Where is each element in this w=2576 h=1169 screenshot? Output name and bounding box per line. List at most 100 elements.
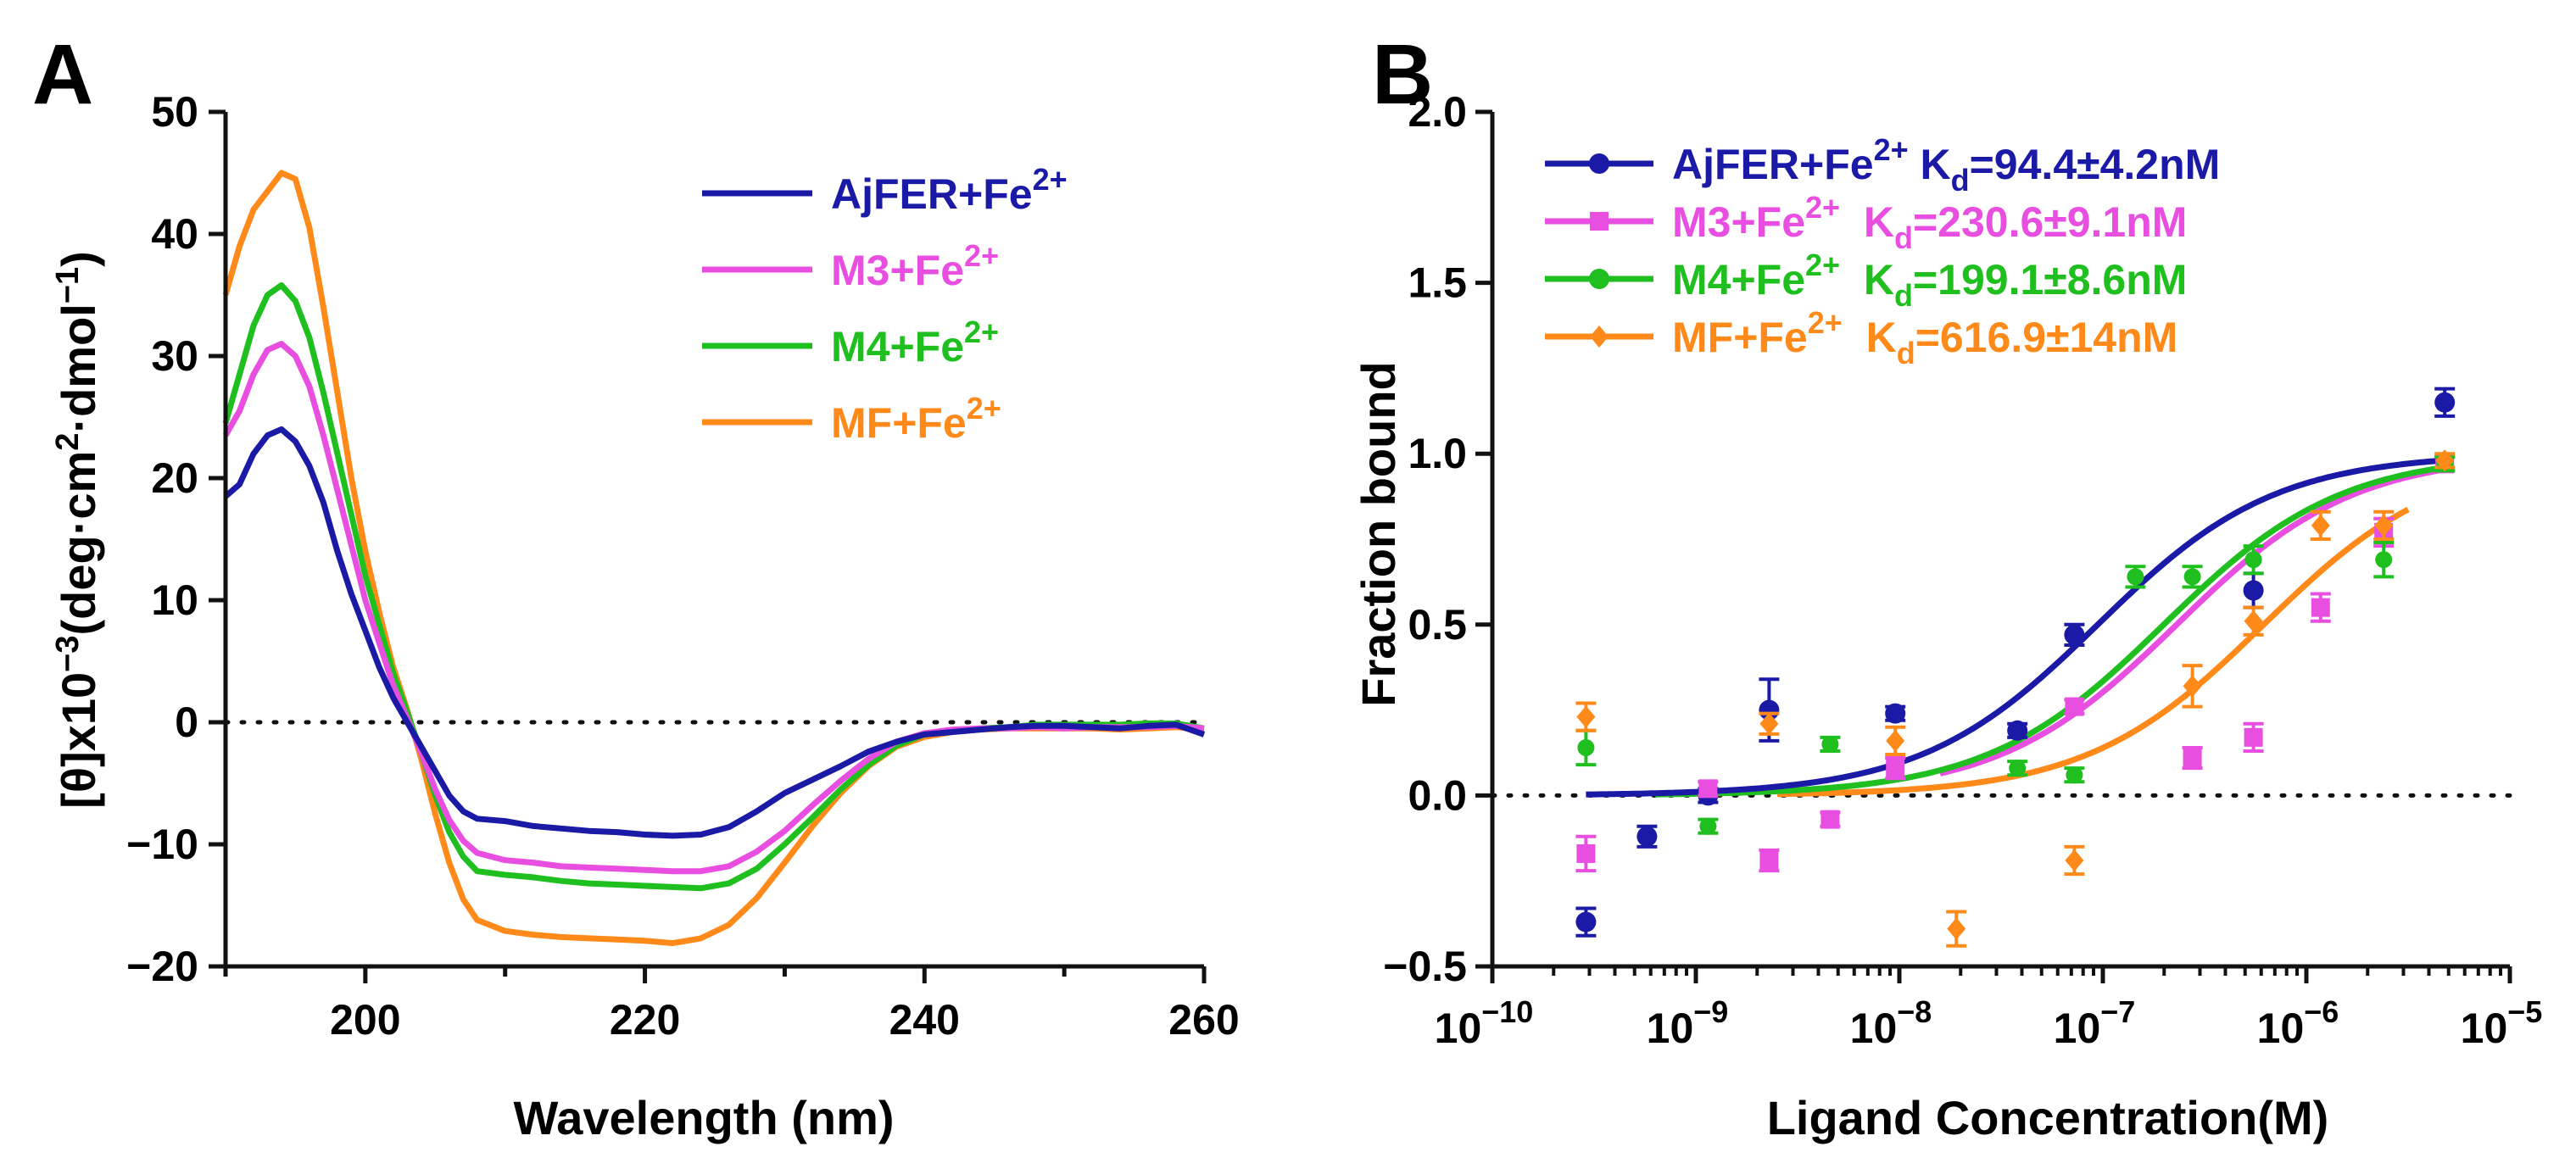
- spectrum-line-mf: [222, 170, 1205, 947]
- marker-circle: [2007, 720, 2028, 741]
- y-tick-label-b: 0.5: [1408, 601, 1467, 649]
- marker-square: [2183, 749, 2202, 768]
- marker-circle: [2064, 624, 2085, 645]
- marker-circle: [2243, 580, 2264, 601]
- y-tick-label-b: −0.5: [1383, 943, 1467, 990]
- marker-diamond: [1886, 729, 1905, 752]
- legend-label-a-mf: MF+Fe2+: [831, 391, 1001, 447]
- cd-spectra-lines: [222, 170, 1206, 947]
- y-tick-label-b: 0.0: [1408, 771, 1467, 819]
- x-tick-label-a: 260: [1168, 996, 1239, 1044]
- legend-marker-diamond: [1590, 326, 1609, 348]
- legend-label-b-m4: M4+Fe2+ Kd=199.1±8.6nM: [1672, 248, 2187, 313]
- y-axis-title-a: [θ]x10−3(deg·cm2·dmol−1): [50, 251, 105, 809]
- data-point-m4: [2243, 544, 2264, 576]
- legend-marker-circle: [1589, 269, 1609, 289]
- data-point-m3: [2310, 592, 2331, 623]
- y-tick-label-a: −10: [126, 821, 198, 868]
- marker-square: [1820, 810, 1840, 829]
- data-point-m4: [1820, 735, 1841, 753]
- y-tick-label-a: −20: [126, 943, 198, 990]
- fit-curve-m4: [1655, 464, 2450, 798]
- data-point-ajfer: [2064, 622, 2085, 647]
- x-tick-label-b: 10−9: [1647, 994, 1729, 1052]
- fit-curves: [1586, 457, 2450, 798]
- legend-label-a-ajfer: AjFER+Fe2+: [831, 162, 1068, 218]
- data-point-m3: [1698, 779, 1719, 799]
- data-point-m4: [2007, 760, 2028, 777]
- axes-b: [1490, 112, 2510, 969]
- legend-label-a-m4: M4+Fe2+: [831, 315, 999, 370]
- legend-marker-circle: [1589, 153, 1609, 174]
- marker-circle: [1636, 826, 1658, 847]
- legend-label-b-mf: MF+Fe2+ Kd=616.9±14nM: [1672, 305, 2177, 370]
- x-axis-title-b: Ligand Concentration(M): [1767, 1091, 2329, 1144]
- data-point-ajfer: [1575, 906, 1597, 938]
- marker-square: [1759, 851, 1779, 871]
- data-point-m4: [1575, 728, 1597, 767]
- ticks-a: −20 −10 0 10 20 30 40 50 200 220 240 260: [126, 88, 1240, 1044]
- x-tick-label-b: 10−7: [2054, 994, 2136, 1052]
- panel-label-b: B: [1372, 27, 1433, 122]
- data-point-mf: [2182, 664, 2203, 709]
- marker-square: [2311, 598, 2330, 617]
- data-point-mf: [2310, 509, 2331, 541]
- data-point-ajfer: [2243, 571, 2264, 610]
- data-point-m3: [1820, 810, 1841, 829]
- marker-diamond: [2311, 514, 2330, 537]
- y-tick-label-a: 10: [151, 576, 198, 624]
- x-tick-label-b: 10−8: [1850, 994, 1932, 1052]
- data-point-m4: [2125, 565, 2146, 589]
- marker-diamond: [2065, 849, 2084, 872]
- data-point-m3: [2243, 721, 2264, 753]
- marker-diamond: [2244, 610, 2263, 632]
- y-tick-label-a: 40: [151, 210, 198, 258]
- data-point-m3: [1759, 848, 1780, 873]
- x-tick-label-b: 10−5: [2461, 994, 2543, 1052]
- marker-circle: [1885, 703, 1906, 724]
- data-point-mf: [2373, 509, 2395, 541]
- marker-circle: [1575, 911, 1597, 932]
- spectrum-line-ajfer: [223, 426, 1206, 839]
- data-point-mf: [1759, 711, 1780, 736]
- x-tick-label-a: 240: [889, 996, 960, 1044]
- marker-circle: [1577, 738, 1595, 756]
- marker-circle: [2183, 568, 2201, 586]
- data-point-m4: [1698, 817, 1719, 835]
- marker-circle: [2009, 760, 2027, 777]
- data-point-ajfer: [2434, 387, 2456, 418]
- panel-label-a: A: [32, 27, 93, 122]
- marker-diamond: [2435, 449, 2455, 472]
- marker-square: [1576, 843, 1596, 863]
- legend-label-b-m3: M3+Fe2+ Kd=230.6±9.1nM: [1672, 190, 2187, 255]
- x-tick-label-a: 200: [330, 996, 400, 1044]
- marker-circle: [2375, 551, 2393, 569]
- legend-label-a-m3: M3+Fe2+: [831, 238, 999, 294]
- y-axis-title-b: Fraction bound: [1352, 361, 1405, 707]
- ticks-b: −0.5 0.0 0.5 1.0 1.5 2.0 10−10 10−9 10−8 10−7 10−6…: [1383, 88, 2542, 1052]
- data-point-m3: [2064, 697, 2085, 716]
- axes-a: [223, 112, 1204, 969]
- data-point-m3: [1575, 834, 1597, 873]
- data-point-mf: [1575, 701, 1597, 732]
- fit-curve-ajfer: [1586, 457, 2450, 798]
- data-point-mf: [1946, 910, 1967, 948]
- fit-curve-mf: [1776, 506, 2410, 798]
- x-tick-label-a: 220: [610, 996, 680, 1044]
- data-point-m3: [1885, 756, 1906, 781]
- y-tick-label-b: 1.0: [1408, 430, 1467, 477]
- data-point-m4: [2182, 565, 2203, 589]
- data-point-ajfer: [2007, 720, 2028, 741]
- marker-circle: [2127, 568, 2144, 586]
- data-point-mf: [2064, 844, 2085, 877]
- legend-a: AjFER+Fe2+ M3+Fe2+ M4+Fe2+ MF+Fe2+: [702, 162, 1068, 447]
- data-point-mf: [1885, 725, 1906, 757]
- data-point-ajfer: [1885, 703, 1906, 724]
- binding-data-points: [1575, 387, 2456, 948]
- y-tick-label-b: 1.5: [1408, 259, 1467, 307]
- data-point-m3: [2182, 745, 2203, 771]
- y-tick-label-a: 30: [151, 332, 198, 380]
- marker-diamond: [1947, 917, 1966, 940]
